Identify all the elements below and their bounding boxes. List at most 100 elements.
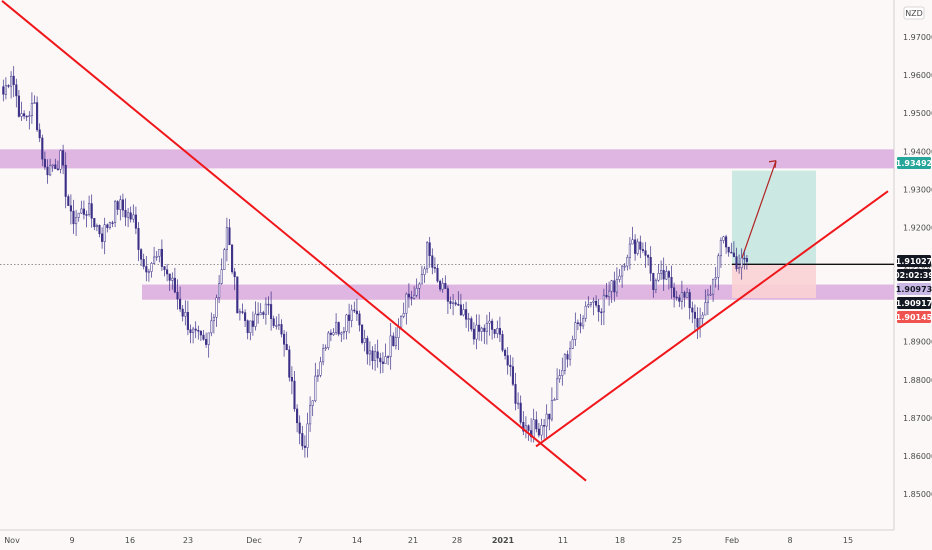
candle-body <box>670 277 673 288</box>
candle-body <box>43 158 46 168</box>
price-tag: 1.90973 <box>896 283 932 295</box>
candle-body <box>433 267 436 269</box>
candle-body <box>283 333 286 345</box>
candle-body <box>571 339 574 349</box>
time-tick-label: 23 <box>183 536 193 545</box>
price-tag: 1.90145 <box>896 311 932 323</box>
candle-body <box>595 300 598 306</box>
candle-body <box>277 324 280 326</box>
price-tag-label: 1.91027 <box>896 257 932 266</box>
price-tick-label: 1.94000 <box>903 147 932 156</box>
candle-body <box>428 242 431 257</box>
candle-body <box>189 329 192 333</box>
candle-body <box>272 318 275 326</box>
candle-body <box>361 324 364 343</box>
candle-body <box>389 335 392 357</box>
candle-body <box>522 421 525 432</box>
candle-body <box>509 364 512 367</box>
price-tag-label: 1.90973 <box>896 285 932 294</box>
price-tags: 1.93492 1.91027 02:02:39 1.90973 1.90917 1.90… <box>894 157 932 323</box>
ascending-trendline <box>535 190 889 448</box>
time-tick-label: 2021 <box>492 536 515 545</box>
candle-body <box>290 377 293 382</box>
candle-body <box>158 248 161 257</box>
candle-body <box>459 304 462 316</box>
candle-body <box>23 113 26 117</box>
candle-body <box>527 425 530 431</box>
candle-body <box>610 280 613 292</box>
candle-body <box>51 164 54 167</box>
candle-body <box>647 255 650 258</box>
currency-label: NZD <box>905 9 923 18</box>
candle-body <box>218 283 221 299</box>
candle-body <box>171 277 174 281</box>
time-tick-label: 14 <box>352 536 362 545</box>
time-tick-label: 28 <box>452 536 462 545</box>
price-tag: 02:02:39 <box>894 269 932 281</box>
candle-body <box>134 214 137 229</box>
candle-body <box>709 293 712 296</box>
candle-body <box>631 239 634 245</box>
time-tick-label: 7 <box>297 536 302 545</box>
candle-body <box>688 292 691 309</box>
candle-body <box>475 324 478 340</box>
projection-arrow-head <box>768 160 777 168</box>
candle-body <box>467 318 470 320</box>
candle-body <box>56 168 59 171</box>
candle-body <box>543 425 546 427</box>
candle-body <box>493 329 496 334</box>
candle-body <box>296 408 299 424</box>
time-axis[interactable]: Nov 9 16 23 Dec 7 14 21 28 2021 11 18 25 Feb 8 15 <box>4 536 853 545</box>
candle-body <box>381 361 384 364</box>
candle-body <box>259 312 262 316</box>
candle-body <box>537 428 540 436</box>
candle-body <box>15 84 18 97</box>
candle-body <box>628 243 631 258</box>
candle-body <box>717 255 720 278</box>
candle-body <box>108 222 111 228</box>
candle-body <box>145 266 148 273</box>
candles-layer <box>2 66 748 458</box>
candle-body <box>244 312 247 321</box>
price-tag-bg <box>897 255 931 267</box>
candle-body <box>730 251 733 254</box>
candle-body <box>652 273 655 290</box>
candle-body <box>93 218 96 228</box>
candle-body <box>644 250 647 256</box>
candle-body <box>597 305 600 313</box>
candle-body <box>371 350 374 362</box>
candle-body <box>472 328 475 340</box>
candle-body <box>101 233 104 242</box>
candle-body <box>257 313 260 316</box>
candle-body <box>485 322 488 332</box>
candle-body <box>33 102 36 104</box>
candle-body <box>90 203 93 219</box>
candle-body <box>119 199 122 210</box>
candle-body <box>192 328 195 333</box>
candle-body <box>480 327 483 332</box>
candle-body <box>223 249 226 270</box>
candle-body <box>483 327 486 332</box>
candle-body <box>127 212 130 218</box>
candle-body <box>275 325 278 327</box>
candle-body <box>532 419 535 438</box>
candle-body <box>49 165 52 176</box>
candle-body <box>345 314 348 332</box>
candle-body <box>600 311 603 314</box>
candle-body <box>69 205 72 212</box>
candle-body <box>322 348 325 363</box>
candle-body <box>116 201 119 210</box>
candle-body <box>413 294 416 299</box>
candle-body <box>85 214 88 216</box>
candle-body <box>28 115 31 117</box>
candle-body <box>220 269 223 284</box>
candle-body <box>142 259 145 267</box>
candle-body <box>348 314 351 321</box>
candle-body <box>4 85 7 95</box>
candle-body <box>418 283 421 289</box>
candle-body <box>579 322 582 327</box>
candle-body <box>80 208 83 214</box>
candle-body <box>407 293 410 298</box>
candle-body <box>228 227 231 246</box>
